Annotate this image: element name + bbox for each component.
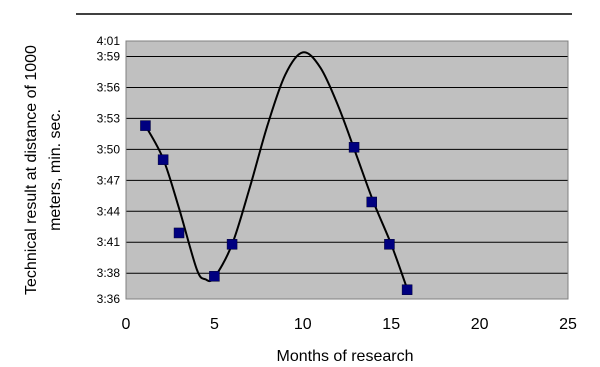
y-tick-label: 3:59 (97, 49, 121, 63)
y-ticks: 4:013:59 3:56 3:53 3:50 3:47 3:44 3:41 3:38 3:36 (97, 34, 121, 306)
x-tick-label: 0 (122, 316, 131, 333)
trend-curve (144, 51, 409, 290)
y-tick-label: 3:56 (97, 80, 121, 94)
x-tick-label: 10 (294, 316, 312, 333)
plot-frame (125, 40, 569, 300)
y-axis-title: Technical result at distance of 1000 met… (23, 45, 64, 295)
data-point-marker (140, 120, 151, 131)
y-axis-title-line-2: meters, min. sec. (47, 109, 64, 231)
data-point-marker (226, 239, 238, 250)
y-tick-label: 3:41 (97, 235, 121, 249)
y-tick-label: 3:50 (97, 142, 121, 156)
data-point-marker (173, 227, 185, 239)
x-tick-label: 15 (382, 316, 400, 333)
y-axis-title-line-1: Technical result at distance of 1000 (23, 45, 40, 295)
y-tick-label: 3:47 (97, 173, 121, 187)
x-axis-title: Months of research (277, 348, 414, 365)
x-tick-label: 25 (559, 316, 577, 333)
data-points (140, 120, 413, 295)
y-tick-label: 4:01 (97, 34, 121, 48)
y-tick-label: 3:38 (97, 266, 121, 280)
data-point-marker (401, 284, 413, 295)
plot-area (126, 41, 568, 299)
data-point-marker (157, 154, 169, 165)
y-tick-label: 3:53 (97, 111, 121, 125)
x-tick-label: 20 (471, 316, 489, 333)
data-point-marker (348, 142, 360, 153)
x-tick-label: 5 (210, 316, 219, 333)
data-point-marker (384, 239, 395, 250)
x-ticks: 0 5 10 15 20 25 (122, 316, 577, 333)
y-tick-label: 3:44 (97, 204, 121, 218)
y-tick-label: 3:36 (97, 292, 121, 306)
data-point-marker (209, 271, 220, 282)
data-point-marker (366, 196, 378, 208)
